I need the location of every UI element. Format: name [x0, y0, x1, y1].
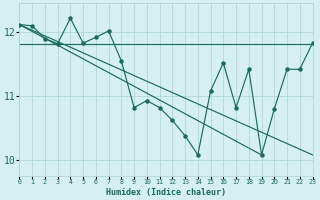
X-axis label: Humidex (Indice chaleur): Humidex (Indice chaleur) — [106, 188, 226, 197]
